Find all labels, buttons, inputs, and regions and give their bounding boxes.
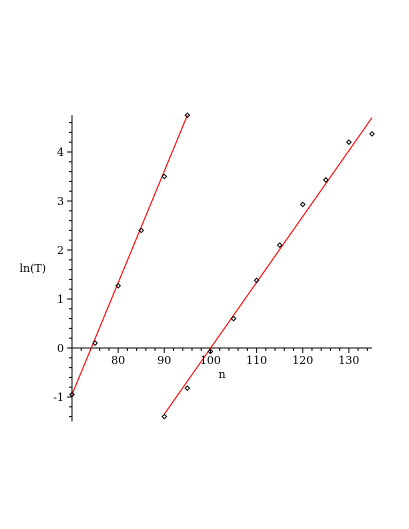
x-tick-label: 80 bbox=[111, 354, 125, 367]
y-axis-title: ln(T) bbox=[19, 262, 46, 275]
data-point-series-1 bbox=[138, 227, 145, 234]
x-axis-title: n bbox=[218, 368, 225, 381]
x-tick-label: 120 bbox=[292, 354, 313, 367]
x-tick-labels: 80 90 100 110 120 130 bbox=[111, 354, 359, 367]
y-tick-label: 3 bbox=[57, 195, 64, 208]
y-tick-label: 4 bbox=[57, 146, 64, 159]
data-point-series-2 bbox=[276, 242, 283, 249]
data-point-series-2 bbox=[322, 177, 329, 183]
axes bbox=[67, 115, 372, 422]
y-tick-label: 0 bbox=[57, 342, 64, 355]
y-tick-label: 1 bbox=[57, 293, 64, 306]
data-point-series-1 bbox=[69, 391, 75, 398]
data-point-series-2 bbox=[230, 315, 237, 322]
data-point-series-2 bbox=[161, 413, 168, 420]
data-point-series-2 bbox=[369, 130, 375, 137]
x-tick-label: 100 bbox=[200, 354, 221, 367]
data-point-series-2 bbox=[299, 201, 306, 208]
fit-line-1 bbox=[71, 115, 188, 395]
y-tick-labels: -1 0 1 2 3 4 bbox=[53, 146, 64, 404]
data-point-series-2 bbox=[207, 348, 214, 355]
y-tick-label: 2 bbox=[57, 244, 64, 257]
data-point-series-1 bbox=[161, 173, 168, 180]
data-point-series-1 bbox=[115, 282, 122, 289]
fit-line-2 bbox=[163, 117, 373, 415]
x-tick-label: 90 bbox=[157, 354, 171, 367]
data-point-series-2 bbox=[345, 139, 352, 146]
x-tick-label: 110 bbox=[246, 354, 267, 367]
data-markers bbox=[69, 112, 375, 420]
data-point-series-2 bbox=[184, 385, 191, 392]
data-point-series-2 bbox=[253, 277, 260, 284]
y-tick-label: -1 bbox=[53, 391, 64, 404]
data-point-series-1 bbox=[92, 340, 98, 347]
fit-lines bbox=[71, 115, 373, 415]
x-tick-label: 130 bbox=[338, 354, 359, 367]
data-point-series-1 bbox=[184, 112, 191, 119]
